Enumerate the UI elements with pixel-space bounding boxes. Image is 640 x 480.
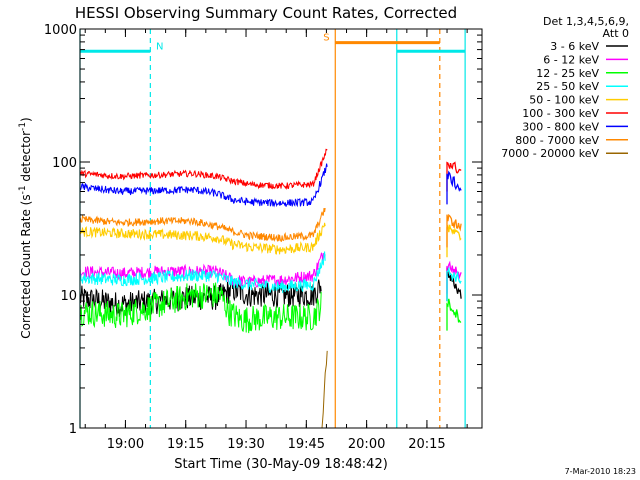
marker-lines: NS [79,29,466,428]
series-4 [79,222,326,255]
legend-header-1: Att 0 [603,27,629,40]
x-tick-label-5: 20:15 [408,437,445,452]
legend-label-0: 3 - 6 keV [550,40,599,53]
legend-label-5: 100 - 300 keV [522,107,599,120]
post-series-4 [446,224,462,258]
legend-label-3: 25 - 50 keV [536,80,599,93]
series-line-8 [321,350,328,429]
legend-label-8: 7000 - 20000 keV [501,147,599,160]
series-6 [79,163,328,208]
y-tick-label-3: 1000 [44,23,77,38]
post-series-6 [446,170,462,205]
legend-label-7: 800 - 7000 keV [515,134,599,147]
post-series-0 [446,267,462,302]
x-tick-label-1: 19:15 [167,437,204,452]
series-line-4 [79,222,326,255]
post-series-line-7 [446,213,462,248]
post-series-line-3 [446,266,462,302]
series-line-7 [79,208,326,243]
data-series [79,148,462,429]
axis-ticks: 19:00 19:15 19:30 19:45 20:00 20:15 1 10 100 1000 [44,23,482,452]
series-5 [79,148,328,191]
post-series-line-5 [446,161,462,192]
x-tick-label-0: 19:00 [107,437,144,452]
series-8 [321,350,328,429]
legend-label-6: 300 - 800 keV [522,120,599,133]
y-tick-label-2: 100 [52,156,77,171]
post-series-3 [446,266,462,302]
post-series-5 [446,161,462,192]
y-tick-label-1: 10 [60,289,77,304]
x-axis-label: Start Time (30-May-09 18:48:42) [174,457,388,472]
series-7 [79,208,326,243]
legend-label-4: 50 - 100 keV [529,94,599,107]
post-series-7 [446,213,462,248]
post-series-line-2 [446,298,462,331]
x-tick-label-3: 19:45 [288,437,325,452]
series-0 [79,278,322,317]
series-line-5 [79,148,328,191]
footer-date: 7-Mar-2010 18:23 [565,467,636,476]
legend-label-2: 12 - 25 keV [536,67,599,80]
legend-label-1: 6 - 12 keV [543,53,599,66]
series-line-3 [79,251,326,294]
chart-title: HESSI Observing Summary Count Rates, Cor… [75,4,457,22]
series-3 [79,251,326,294]
post-series-1 [446,260,462,294]
legend-header-0: Det 1,3,4,5,6,9, [543,15,629,28]
interval-label-1: S [323,33,329,44]
x-tick-label-4: 20:00 [348,437,385,452]
post-series-line-1 [446,260,462,294]
series-line-6 [79,163,328,208]
y-axis-label: Corrected Count Rate (s-1 detector-1) [18,117,33,338]
x-tick-label-2: 19:30 [227,437,264,452]
plot-frame [79,28,483,429]
post-series-line-4 [446,224,462,258]
series-2 [79,282,322,334]
series-line-2 [79,282,322,334]
y-tick-label-0: 1 [69,422,77,437]
post-series-2 [446,298,462,331]
post-series-line-0 [446,267,462,302]
interval-label-0: N [156,41,163,52]
series-line-0 [79,278,322,317]
post-series-line-6 [446,170,462,205]
